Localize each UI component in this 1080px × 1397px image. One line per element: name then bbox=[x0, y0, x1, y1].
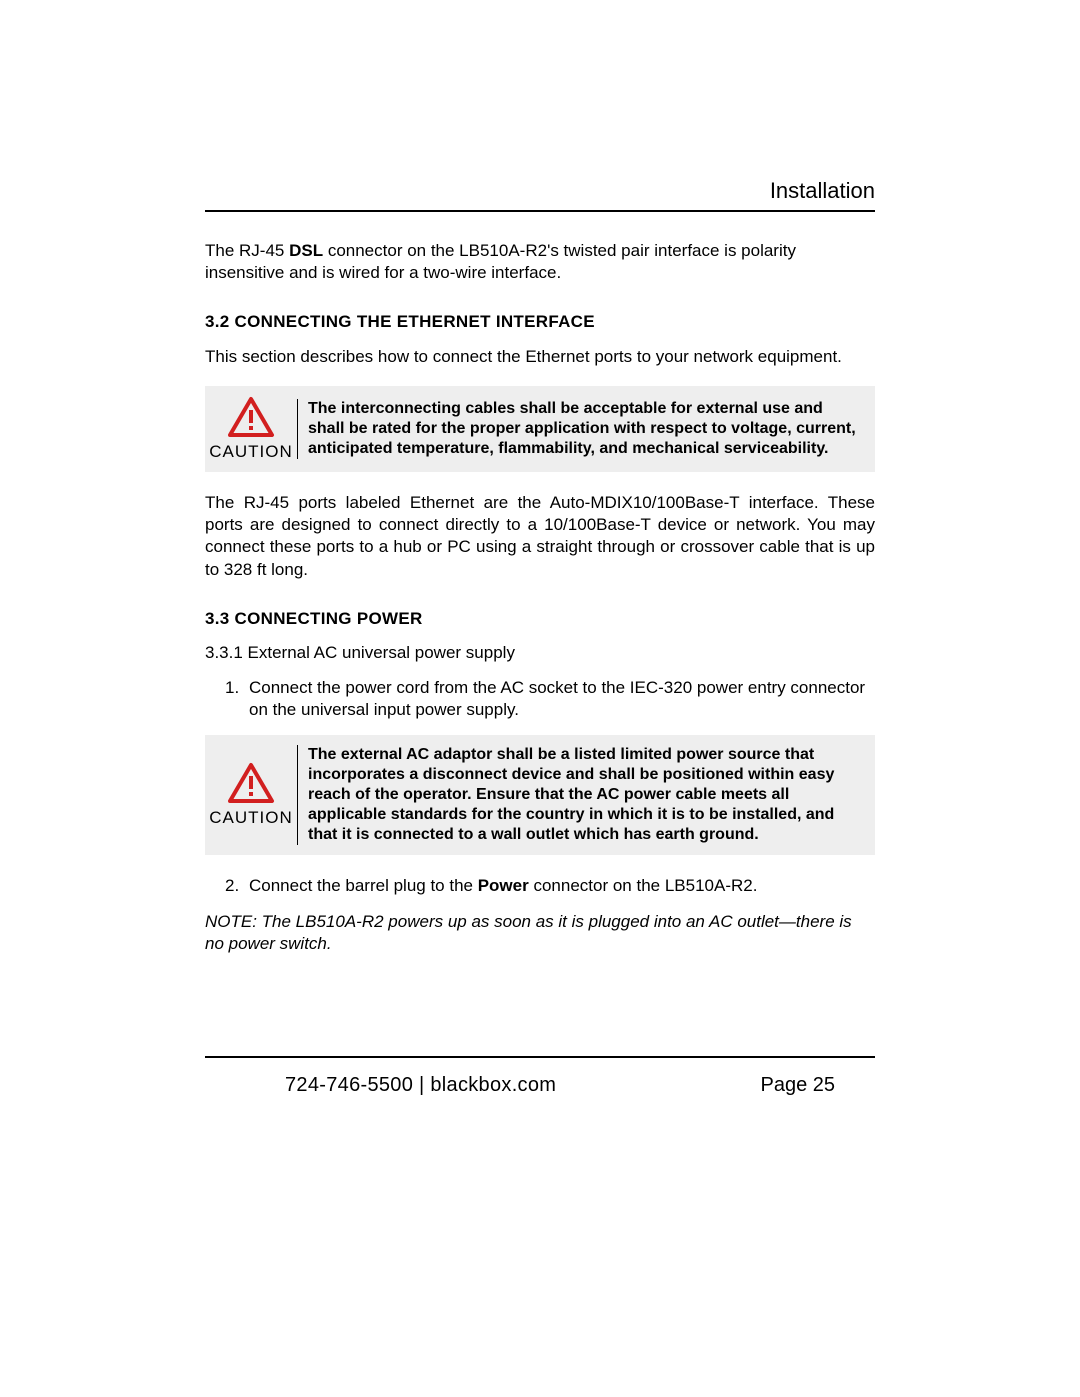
step-2-pre: Connect the barrel plug to the bbox=[249, 876, 478, 895]
caution-block-1: CAUTION The interconnecting cables shall… bbox=[205, 386, 875, 472]
caution-text-2: The external AC adaptor shall be a liste… bbox=[297, 745, 863, 845]
intro-bold: DSL bbox=[289, 241, 323, 260]
step-2-post: connector on the LB510A-R2. bbox=[529, 876, 758, 895]
note-paragraph: NOTE: The LB510A-R2 powers up as soon as… bbox=[205, 911, 875, 955]
step-1-num: 1. bbox=[225, 677, 249, 721]
step-2-bold: Power bbox=[478, 876, 529, 895]
step-2-text: Connect the barrel plug to the Power con… bbox=[249, 875, 875, 897]
step-2-num: 2. bbox=[225, 875, 249, 897]
header-rule bbox=[205, 210, 875, 212]
section-3-2-title: 3.2 CONNECTING THE ETHERNET INTERFACE bbox=[205, 312, 875, 332]
ethernet-body-para: The RJ-45 ports labeled Ethernet are the… bbox=[205, 492, 875, 580]
step-1-text: Connect the power cord from the AC socke… bbox=[249, 677, 875, 721]
caution-block-2: CAUTION The external AC adaptor shall be… bbox=[205, 735, 875, 855]
section-3-3-1-sub: 3.3.1 External AC universal power supply bbox=[205, 643, 875, 663]
footer-page-number: Page 25 bbox=[760, 1074, 835, 1097]
caution-label-2: CAUTION bbox=[209, 808, 293, 828]
caution-icon-wrap-2: CAUTION bbox=[205, 762, 297, 828]
section-3-3-title: 3.3 CONNECTING POWER bbox=[205, 609, 875, 629]
warning-triangle-icon bbox=[227, 762, 275, 804]
caution-label-1: CAUTION bbox=[209, 442, 293, 462]
caution-icon-wrap: CAUTION bbox=[205, 396, 297, 462]
step-1: 1. Connect the power cord from the AC so… bbox=[225, 677, 875, 721]
page-footer: 724-746-5500 | blackbox.com Page 25 bbox=[205, 1056, 875, 1097]
caution-text-1: The interconnecting cables shall be acce… bbox=[297, 399, 863, 459]
intro-paragraph: The RJ-45 DSL connector on the LB510A-R2… bbox=[205, 240, 875, 284]
intro-pre: The RJ-45 bbox=[205, 241, 289, 260]
document-page: Installation The RJ-45 DSL connector on … bbox=[0, 0, 1080, 1397]
footer-contact: 724-746-5500 | blackbox.com bbox=[285, 1074, 556, 1097]
footer-line: 724-746-5500 | blackbox.com Page 25 bbox=[205, 1074, 875, 1097]
page-header-title: Installation bbox=[205, 178, 875, 210]
section-3-2-intro: This section describes how to connect th… bbox=[205, 346, 875, 368]
step-2: 2. Connect the barrel plug to the Power … bbox=[225, 875, 875, 897]
warning-triangle-icon bbox=[227, 396, 275, 438]
footer-rule bbox=[205, 1056, 875, 1058]
